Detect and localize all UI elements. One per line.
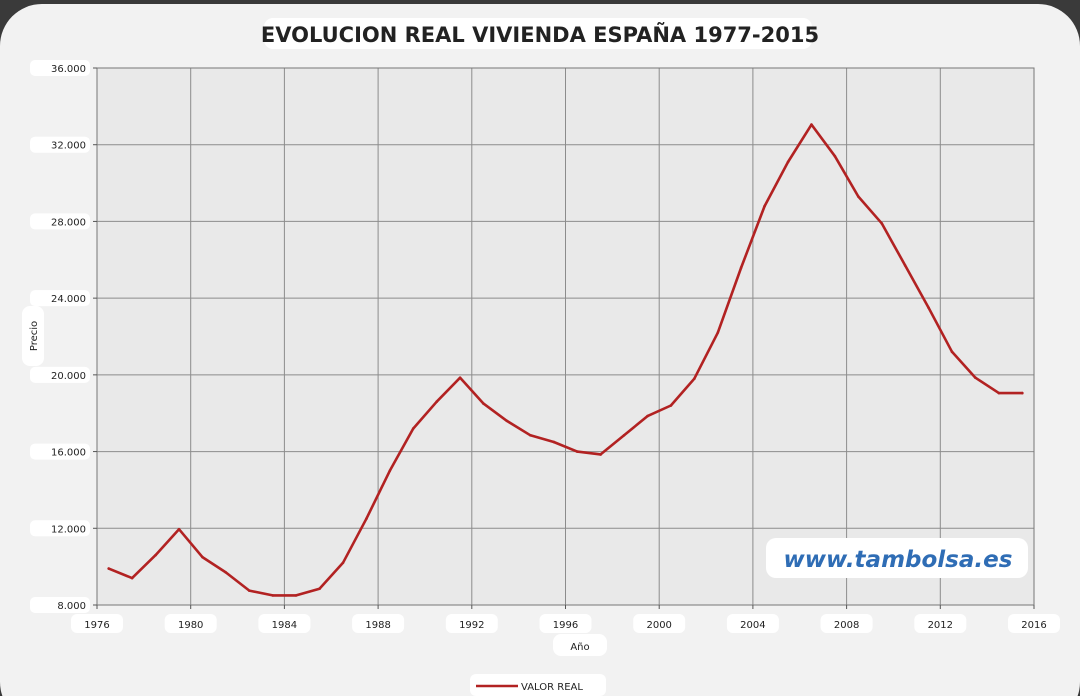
x-tick-label-box (1008, 614, 1060, 633)
data-point (130, 576, 134, 580)
data-point (833, 154, 837, 158)
data-point (294, 594, 298, 597)
x-tick-label-box (352, 614, 405, 633)
y-tick-label-box (30, 213, 90, 230)
x-tick-label-box (726, 614, 779, 633)
series-layer (107, 123, 1024, 597)
data-point (716, 331, 720, 334)
data-point (271, 594, 274, 597)
data-point (365, 517, 368, 520)
x-tick-label-box (633, 614, 686, 633)
chart-title: EVOLUCION REAL VIVIENDA ESPAÑA 1977-2015 (261, 22, 819, 47)
data-point (575, 450, 579, 453)
data-point (224, 571, 228, 574)
data-point (880, 222, 884, 225)
y-tick-label: 16.000 (51, 448, 86, 459)
y-axis: 8.000 12.000 16.000 20.000 24.000 28.000 32.00… (30, 60, 97, 613)
x-tick-label: 1984 (272, 620, 297, 631)
x-axis-label: Año (570, 642, 589, 653)
data-point (950, 350, 954, 354)
x-tick-label: 2012 (928, 620, 953, 631)
x-tick-label-box (445, 614, 498, 633)
data-point (201, 555, 204, 559)
data-point (458, 376, 462, 380)
x-tick-label-box (914, 614, 967, 633)
data-point (903, 264, 907, 267)
data-point (247, 589, 251, 592)
data-point (646, 414, 649, 418)
y-tick-label-box (30, 136, 90, 153)
y-tick-label: 8.000 (57, 601, 86, 612)
x-tick-label: 1988 (365, 620, 390, 631)
data-point (505, 419, 509, 423)
y-tick-label: 24.000 (51, 294, 86, 305)
data-point (974, 376, 977, 380)
y-tick-label: 36.000 (51, 64, 86, 75)
watermark-box (766, 538, 1028, 578)
data-point (669, 404, 673, 407)
data-point (154, 553, 157, 557)
data-point (1020, 391, 1024, 395)
data-point (435, 400, 438, 404)
y-tick-label-box (30, 597, 90, 613)
data-point (599, 453, 602, 456)
y-tick-label-box (30, 366, 90, 383)
legend-box (470, 674, 606, 696)
y-axis-label: Precio (29, 321, 40, 351)
data-point (622, 433, 626, 437)
data-point (388, 469, 392, 473)
data-point (177, 527, 181, 531)
data-point (997, 391, 1001, 395)
y-tick-label-box (30, 60, 90, 76)
data-point (107, 567, 111, 570)
y-tick-label: 28.000 (51, 217, 86, 228)
data-point (739, 266, 743, 269)
y-tick-label-box (30, 290, 90, 307)
x-tick-label: 2008 (834, 620, 859, 631)
x-tick-label-box (820, 614, 873, 633)
x-tick-label: 1996 (553, 620, 578, 631)
watermark-text: www.tambolsa.es (784, 547, 1013, 573)
legend-label: VALOR REAL (521, 682, 583, 693)
x-tick-label: 2016 (1021, 620, 1046, 631)
data-point (857, 195, 860, 198)
data-point (318, 587, 321, 590)
y-tick-label: 32.000 (51, 141, 86, 152)
x-tick-label: 1980 (178, 620, 203, 631)
data-point (552, 440, 556, 444)
data-point (529, 433, 532, 437)
y-axis-label-box (22, 306, 44, 366)
x-tick-label: 1992 (459, 620, 484, 631)
data-point (810, 123, 813, 126)
y-tick-label-box (30, 520, 90, 537)
x-tick-label: 2000 (646, 620, 671, 631)
x-axis-label-box (553, 634, 607, 656)
data-point (763, 204, 766, 208)
x-tick-label-box (164, 614, 217, 633)
title-box (264, 18, 812, 49)
data-point (341, 561, 345, 565)
data-point (693, 377, 696, 380)
data-point (927, 306, 930, 310)
series-line-valor-real (107, 123, 1024, 597)
x-tick-label: 1976 (84, 620, 109, 631)
x-tick-label-box (539, 614, 592, 633)
x-axis: 1976 1980 1984 1988 1992 1996 2000 2004 2008 2012… (71, 605, 1060, 633)
x-tick-label-box (258, 614, 311, 633)
data-point (411, 427, 415, 430)
y-tick-label: 12.000 (51, 524, 86, 535)
x-tick-label: 2004 (740, 620, 765, 631)
y-tick-label: 20.000 (51, 371, 86, 382)
data-point (786, 160, 790, 164)
data-point (482, 402, 485, 405)
legend: VALOR REAL (470, 674, 606, 696)
y-tick-label-box (30, 443, 90, 460)
x-tick-label-box (71, 614, 123, 633)
